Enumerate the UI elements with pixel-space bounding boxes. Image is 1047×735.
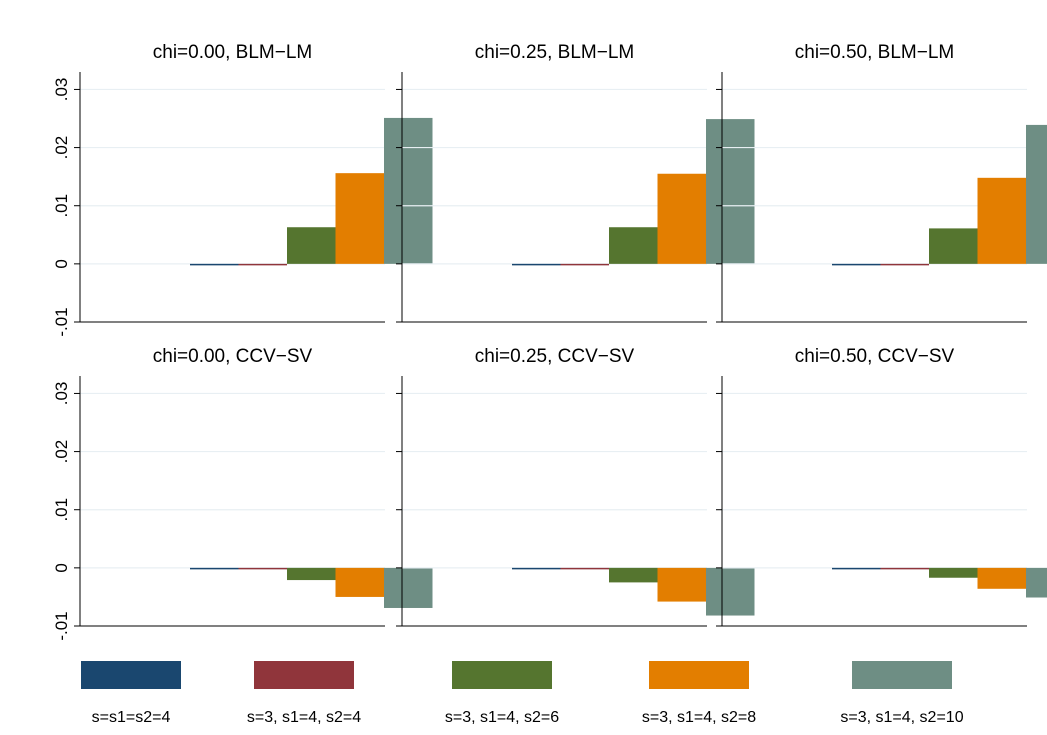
bar-series-4 [977,567,1026,589]
y-tick-label: .03 [52,382,71,406]
legend-swatch-2 [254,661,354,689]
legend-label: s=3, s1=4, s2=8 [642,709,756,726]
y-tick-label: .01 [52,498,71,522]
legend-label: s=3, s1=4, s2=10 [840,709,963,726]
bar-series-4 [335,567,384,597]
y-tick-label: .01 [52,194,71,218]
bar-series-2 [560,263,609,266]
panel-title: chi=0.50, BLM−LM [795,42,954,63]
bar-series-3 [287,227,336,264]
y-tick-label: .02 [52,440,71,464]
y-tick-label: 0 [52,259,71,268]
legend-swatch-4 [649,661,749,689]
bar-series-2 [880,263,929,266]
bar-series-1 [190,263,239,266]
y-tick-label: .02 [52,136,71,160]
bar-series-5 [706,119,755,264]
bar-series-2 [880,567,929,570]
legend-label: s=s1=s2=4 [92,709,171,726]
legend-swatch-5 [852,661,952,689]
legend-swatch-1 [81,661,181,689]
legend-label: s=3, s1=4, s2=4 [247,709,361,726]
bar-series-1 [832,567,881,570]
legend-swatch-3 [452,661,552,689]
bar-series-3 [929,228,978,264]
bar-series-5 [1026,124,1047,264]
bar-series-1 [512,567,561,570]
bar-series-2 [238,567,287,570]
bar-series-4 [657,567,706,602]
panel-title: chi=0.25, BLM−LM [475,42,634,63]
bar-series-3 [609,567,658,583]
legend-label: s=3, s1=4, s2=6 [445,709,559,726]
bar-series-2 [238,263,287,266]
bar-series-5 [384,567,433,608]
bar-series-3 [609,227,658,264]
bar-series-5 [1026,567,1047,598]
bar-series-1 [190,567,239,570]
panel-title: chi=0.50, CCV−SV [795,346,955,367]
bar-series-3 [929,567,978,578]
y-tick-label: -.01 [52,611,71,640]
y-tick-label: -.01 [52,307,71,336]
bar-series-5 [384,117,433,264]
bar-series-4 [657,173,706,264]
bar-series-4 [335,173,384,264]
panel-title: chi=0.00, CCV−SV [153,346,313,367]
panel-title: chi=0.25, CCV−SV [475,346,635,367]
bar-series-5 [706,567,755,616]
panel-title: chi=0.00, BLM−LM [153,42,312,63]
bar-series-1 [832,263,881,266]
bar-series-3 [287,567,336,581]
y-tick-label: 0 [52,563,71,572]
bar-series-1 [512,263,561,266]
bar-series-4 [977,177,1026,264]
y-tick-label: .03 [52,78,71,102]
bar-series-2 [560,567,609,570]
